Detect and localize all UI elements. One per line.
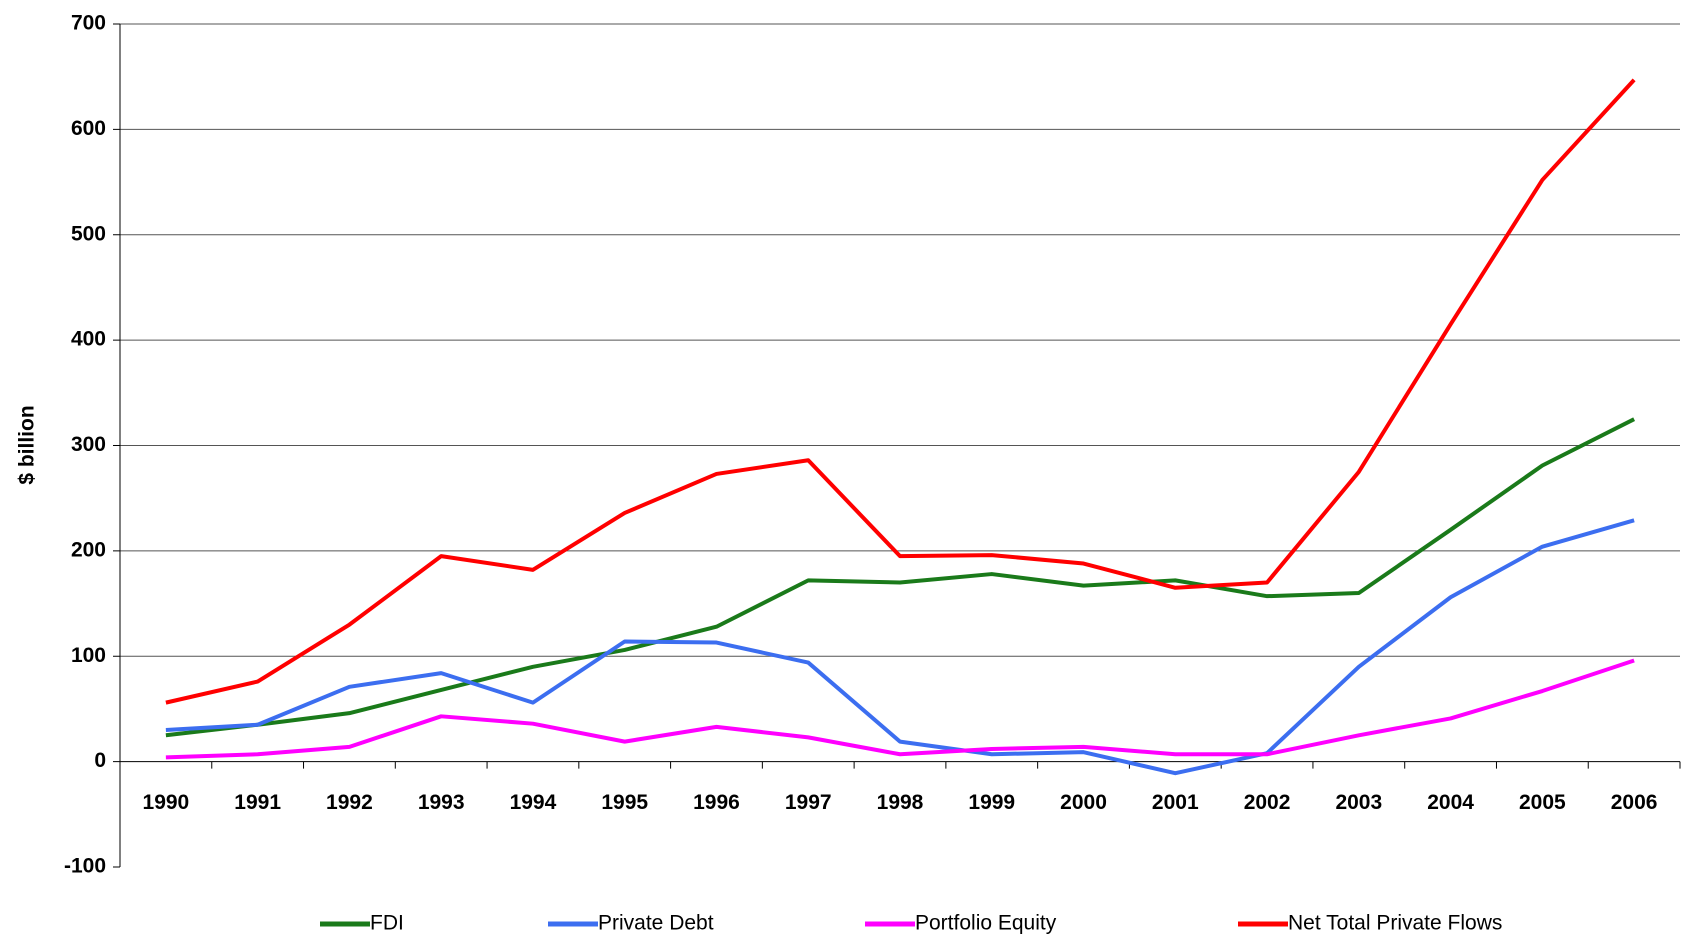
x-tick-label: 2003	[1335, 791, 1382, 814]
x-tick-label: 1995	[601, 791, 648, 814]
x-tick-label: 1992	[326, 791, 373, 814]
legend-label: Portfolio Equity	[915, 912, 1057, 935]
x-tick-label: 1999	[968, 791, 1015, 814]
y-tick-label: 200	[71, 538, 106, 561]
x-tick-label: 2000	[1060, 791, 1107, 814]
x-tick-label: 1997	[785, 791, 832, 814]
legend-label: Net Total Private Flows	[1288, 912, 1502, 935]
y-tick-label: 500	[71, 222, 106, 245]
x-tick-label: 2006	[1611, 791, 1658, 814]
y-tick-label: 700	[71, 12, 106, 35]
x-tick-label: 2004	[1427, 791, 1474, 814]
series-line	[165, 518, 1635, 776]
y-axis-label: $ billion	[16, 405, 39, 484]
x-tick-label: 1993	[418, 791, 465, 814]
x-tick-label: 2001	[1152, 791, 1199, 814]
series-line	[165, 417, 1636, 738]
x-tick-label: 1994	[510, 791, 557, 814]
y-tick-label: 400	[71, 328, 106, 351]
y-tick-label: 600	[71, 117, 106, 140]
x-tick-label: 2002	[1244, 791, 1291, 814]
y-tick-label: 300	[71, 433, 106, 456]
series-line	[165, 658, 1635, 760]
x-tick-label: 1996	[693, 791, 740, 814]
x-tick-label: 1991	[234, 791, 281, 814]
y-tick-label: 100	[71, 644, 106, 667]
x-tick-label: 1998	[877, 791, 924, 814]
legend-label: Private Debt	[598, 912, 714, 935]
y-tick-label: -100	[64, 855, 106, 878]
series-line	[165, 78, 1636, 705]
x-tick-label: 1990	[143, 791, 190, 814]
y-tick-label: 0	[94, 749, 106, 772]
legend-label: FDI	[370, 912, 404, 935]
x-tick-label: 2005	[1519, 791, 1566, 814]
